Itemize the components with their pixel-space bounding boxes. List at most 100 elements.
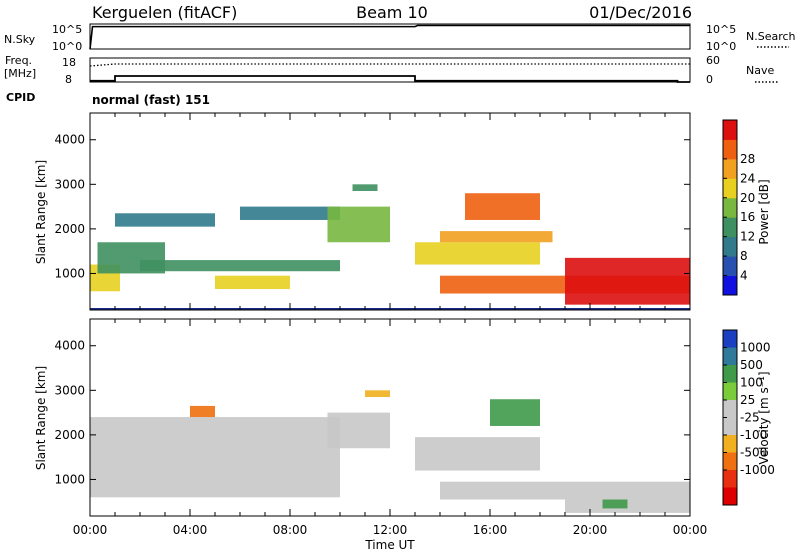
nave-tick-bottom: 0 bbox=[706, 73, 713, 86]
freq-tick-top: 18 bbox=[62, 56, 76, 69]
nsky-tick-bottom: 10^0 bbox=[52, 40, 82, 53]
time-tick-label-4: 16:00 bbox=[473, 523, 508, 537]
power-cbar-swatch-2 bbox=[723, 236, 737, 257]
velocity-region-4 bbox=[415, 437, 540, 471]
power-cbar-tick-label-3: 16 bbox=[740, 210, 755, 224]
power-ytick-label-3: 4000 bbox=[54, 133, 85, 147]
velocity-region-3 bbox=[365, 390, 390, 397]
power-region-5 bbox=[240, 206, 340, 220]
power-data bbox=[90, 184, 690, 305]
velocity-cbar-tick-label-2: 100 bbox=[740, 376, 763, 390]
velocity-cbar-swatch-6 bbox=[723, 435, 737, 453]
time-tick-label-6: 00:00 bbox=[673, 523, 708, 537]
power-colorbar-label: Power [dB] bbox=[757, 179, 771, 244]
date-label: 01/Dec/2016 bbox=[589, 3, 692, 22]
power-cbar-tick-label-2: 12 bbox=[740, 230, 755, 244]
nsky-frame bbox=[89, 23, 691, 50]
cpid-value: normal (fast) 151 bbox=[92, 93, 210, 107]
velocity-cbar-tick-label-0: 1000 bbox=[740, 341, 771, 355]
velocity-region-1 bbox=[190, 405, 215, 418]
freq-panel: Freq. [MHz] 18 8 60 0 Nave bbox=[4, 54, 778, 86]
power-region-9 bbox=[440, 231, 553, 243]
time-tick-label-2: 08:00 bbox=[273, 523, 308, 537]
velocity-colorbar-label: Velocity [m s⁻¹] bbox=[757, 371, 771, 464]
nsky-series bbox=[89, 24, 690, 50]
freq-tick-bottom: 8 bbox=[65, 73, 72, 86]
time-tick-label-0: 00:00 bbox=[73, 523, 108, 537]
velocity-panel: 1000 2000 3000 4000 Slant Range [km] bbox=[34, 318, 691, 517]
velocity-region-6 bbox=[440, 481, 690, 500]
velocity-cbar-swatch-8 bbox=[723, 470, 737, 488]
station-title: Kerguelen (fitACF) bbox=[92, 3, 237, 22]
power-cbar-swatch-7 bbox=[723, 139, 737, 160]
nsky-label: N.Sky bbox=[4, 33, 36, 46]
power-region-4 bbox=[215, 275, 290, 290]
velocity-cbar-swatch-4 bbox=[723, 400, 737, 418]
power-cbar-tick-label-4: 20 bbox=[740, 191, 755, 205]
freq-series-line bbox=[90, 75, 690, 83]
power-ylabel: Slant Range [km] bbox=[34, 160, 48, 264]
power-cbar-swatch-3 bbox=[723, 217, 737, 238]
velocity-data bbox=[90, 390, 690, 513]
power-region-8 bbox=[415, 242, 540, 265]
power-region-3 bbox=[140, 260, 340, 272]
velocity-region-8 bbox=[602, 499, 628, 509]
nsearch-tick-bottom: 10^0 bbox=[706, 40, 736, 53]
velocity-cbar-tick-label-5: -100 bbox=[740, 428, 767, 442]
nsky-panel: N.Sky 10^5 10^0 10^5 10^0 N.Search bbox=[4, 23, 796, 53]
freq-frame bbox=[89, 57, 691, 83]
velocity-cbar-tick-label-6: -500 bbox=[740, 446, 767, 460]
velocity-cbar-tick-label-7: -1000 bbox=[740, 463, 775, 477]
beam-label: Beam 10 bbox=[356, 3, 428, 22]
power-region-6 bbox=[327, 206, 390, 243]
power-cbar-tick-label-6: 28 bbox=[740, 152, 755, 166]
velocity-ytick-label-2: 3000 bbox=[54, 383, 85, 397]
freq-series bbox=[89, 63, 690, 83]
power-cbar-swatch-5 bbox=[723, 178, 737, 199]
velocity-cbar-swatch-2 bbox=[723, 365, 737, 383]
power-region-10 bbox=[465, 193, 540, 220]
velocity-cbar-swatch-9 bbox=[723, 487, 737, 506]
velocity-cbar-swatch-3 bbox=[723, 382, 737, 401]
time-tick-label-1: 04:00 bbox=[173, 523, 208, 537]
nave-tick-top: 60 bbox=[706, 54, 720, 67]
cpid-label: CPID bbox=[6, 91, 35, 104]
power-cbar-swatch-1 bbox=[723, 256, 737, 277]
power-cbar-tick-label-0: 4 bbox=[740, 269, 748, 283]
power-region-2 bbox=[115, 213, 215, 227]
power-cbar-frame bbox=[722, 119, 738, 296]
nsearch-tick-top: 10^5 bbox=[706, 23, 736, 36]
time-tick-label-3: 12:00 bbox=[373, 523, 408, 537]
velocity-colorbar: 1000 500 100 25 -25 -100 -500 -1000 bbox=[722, 329, 775, 506]
velocity-ytick-label-3: 4000 bbox=[54, 339, 85, 353]
velocity-cbar-tick-label-1: 500 bbox=[740, 358, 763, 372]
nave-series-line bbox=[89, 63, 690, 67]
power-cbar-swatch-4 bbox=[723, 197, 737, 218]
velocity-region-0 bbox=[90, 417, 340, 498]
power-region-7 bbox=[352, 184, 378, 191]
power-region-12 bbox=[565, 257, 690, 305]
nave-label: Nave bbox=[746, 64, 774, 77]
velocity-cbar-swatch-1 bbox=[723, 347, 737, 366]
velocity-cbar-tick-label-3: 25 bbox=[740, 393, 755, 407]
power-cbar-tick-label-5: 24 bbox=[740, 171, 755, 185]
power-ytick-label-0: 1000 bbox=[54, 266, 85, 280]
time-tick-label-5: 20:00 bbox=[573, 523, 608, 537]
freq-label: Freq. bbox=[5, 54, 32, 67]
power-cbar-swatch-0 bbox=[723, 275, 737, 296]
velocity-region-5 bbox=[490, 399, 540, 426]
xlabel: Time UT bbox=[364, 538, 415, 552]
velocity-cbar-swatch-0 bbox=[723, 330, 737, 348]
power-cbar-swatch-6 bbox=[723, 158, 737, 179]
nsky-series-line-0 bbox=[89, 24, 690, 50]
nsearch-label: N.Search bbox=[746, 30, 796, 43]
freq-unit-label: [MHz] bbox=[4, 67, 36, 80]
velocity-ylabel: Slant Range [km] bbox=[34, 366, 48, 470]
power-panel: 1000 2000 3000 4000 Slant Range [km] bbox=[34, 112, 691, 311]
time-axis: 00:00 04:00 08:00 12:00 16:00 20:00 00:00 bbox=[73, 523, 708, 537]
power-cbar-tick-label-1: 8 bbox=[740, 249, 748, 263]
power-ytick-label-2: 3000 bbox=[54, 177, 85, 191]
velocity-cbar-tick-label-4: -25 bbox=[740, 411, 760, 425]
velocity-cbar-swatch-5 bbox=[723, 417, 737, 436]
